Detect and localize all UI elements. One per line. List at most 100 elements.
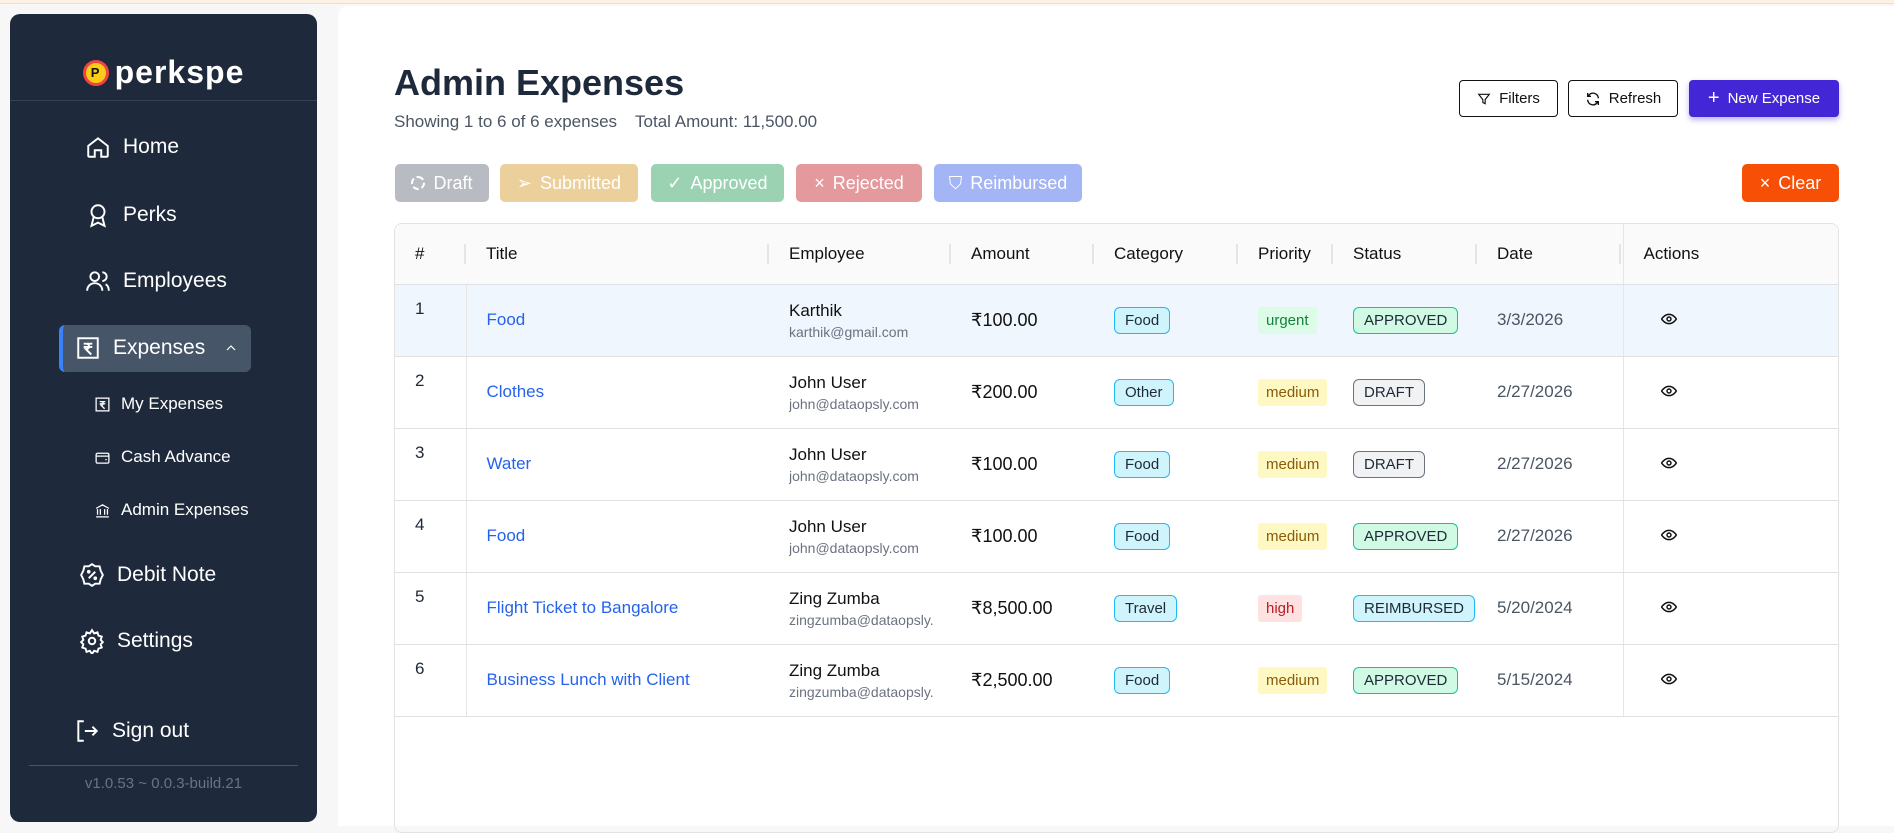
column-resize-handle[interactable]: [1236, 244, 1238, 264]
new-expense-button[interactable]: + New Expense: [1689, 80, 1839, 117]
expense-title-link[interactable]: Clothes: [486, 382, 545, 401]
total-amount: Total Amount: 11,500.00: [635, 112, 818, 131]
sidebar-subitem-admin-expenses[interactable]: Admin Expenses: [94, 500, 249, 520]
top-border: [0, 0, 1894, 4]
amount: ₹200.00: [971, 381, 1038, 402]
row-number-text: 6: [415, 658, 425, 678]
eye-icon[interactable]: [1660, 601, 1677, 613]
expense-title-link[interactable]: Flight Ticket to Bangalore: [486, 598, 679, 617]
filter-chip-reimbursed[interactable]: ⛉ Reimbursed: [934, 164, 1082, 202]
expense-title-link[interactable]: Water: [486, 454, 532, 473]
amount-cell: ₹8,500.00: [951, 572, 1094, 645]
column-resize-handle[interactable]: [1092, 244, 1094, 264]
eye-icon[interactable]: [1660, 673, 1677, 685]
date-cell: 2/27/2026: [1477, 356, 1623, 429]
priority-cell: urgent: [1238, 284, 1333, 357]
expense-title-link[interactable]: Food: [486, 526, 526, 545]
employee-name: John User: [789, 516, 867, 536]
refresh-icon: [1586, 92, 1599, 105]
expense-title-link[interactable]: Food: [486, 310, 526, 329]
eye-icon[interactable]: [1660, 313, 1677, 325]
shield-icon: ⛉: [948, 172, 963, 193]
column-header-employee[interactable]: Employee: [769, 224, 951, 285]
filter-icon: [1477, 93, 1491, 105]
employee-email: karthik@gmail.com: [789, 323, 909, 340]
sign-out-button[interactable]: Sign out: [74, 718, 189, 744]
check-circle-icon: ✓: [667, 172, 683, 193]
column-resize-handle[interactable]: [1475, 244, 1477, 264]
eye-icon[interactable]: [1660, 385, 1677, 397]
column-header-number[interactable]: #: [395, 224, 466, 285]
employee-cell: Zing Zumba zingzumba@dataopsly.: [769, 572, 951, 645]
date-cell: 5/20/2024: [1477, 572, 1623, 645]
eye-icon[interactable]: [1660, 457, 1677, 469]
column-resize-handle[interactable]: [1618, 244, 1621, 264]
priority-cell: medium: [1238, 356, 1333, 429]
employee-cell: John User john@dataopsly.com: [769, 428, 951, 501]
table-row[interactable]: 5 Flight Ticket to Bangalore Zing Zumba zin…: [395, 572, 1838, 645]
title-cell: Clothes: [466, 356, 769, 429]
column-header-label: Priority: [1258, 243, 1311, 263]
employee-name: John User: [789, 372, 867, 392]
filter-chip-approved[interactable]: ✓ Approved: [651, 164, 784, 202]
row-number: 4: [395, 500, 467, 573]
sidebar-item-home[interactable]: Home: [85, 134, 179, 160]
table-row[interactable]: 1 Food Karthik karthik@gmail.com ₹100.00 Food…: [395, 284, 1838, 357]
sidebar-item-expenses[interactable]: Expenses: [75, 335, 239, 361]
expense-date: 2/27/2026: [1497, 526, 1573, 545]
employee-email: john@dataopsly.com: [789, 395, 919, 412]
column-resize-handle[interactable]: [464, 244, 466, 264]
category-badge: Travel: [1114, 594, 1178, 622]
row-number-text: 5: [415, 586, 425, 606]
column-header-priority[interactable]: Priority: [1238, 224, 1333, 285]
refresh-button[interactable]: Refresh: [1568, 80, 1678, 117]
filter-chip-submitted[interactable]: ➢ Submitted: [500, 164, 638, 202]
row-number: 5: [395, 572, 467, 645]
employee-name: Zing Zumba: [789, 588, 880, 608]
table-row[interactable]: 4 Food John User john@dataopsly.com ₹100.00 F…: [395, 500, 1838, 573]
eye-icon[interactable]: [1660, 529, 1677, 541]
column-header-actions[interactable]: Actions: [1622, 224, 1838, 285]
sidebar-subitem-cash-advance[interactable]: Cash Advance: [94, 447, 231, 467]
column-header-date[interactable]: Date: [1477, 224, 1623, 285]
actions-cell: [1622, 428, 1838, 501]
sidebar-item-label: Employees: [123, 269, 227, 292]
sidebar-subitem-my-expenses[interactable]: My Expenses: [94, 394, 223, 414]
column-header-status[interactable]: Status: [1333, 224, 1477, 285]
amount: ₹100.00: [971, 525, 1038, 546]
table-row[interactable]: 6 Business Lunch with Client Zing Zumba zin…: [395, 644, 1838, 717]
expense-title-link[interactable]: Business Lunch with Client: [486, 670, 690, 689]
column-header-amount[interactable]: Amount: [951, 224, 1094, 285]
plus-icon: +: [1707, 87, 1720, 109]
sidebar-item-employees[interactable]: Employees: [85, 268, 227, 294]
table-row[interactable]: 2 Clothes John User john@dataopsly.com ₹200.…: [395, 356, 1838, 429]
title-cell: Business Lunch with Client: [466, 644, 769, 717]
receipt-rupee-icon: [77, 337, 99, 359]
filter-chip-draft[interactable]: Draft: [395, 164, 489, 202]
column-resize-handle[interactable]: [1331, 244, 1333, 264]
category-cell: Food: [1094, 500, 1238, 573]
sidebar-item-debit-note[interactable]: Debit Note: [79, 562, 216, 588]
title-cell: Flight Ticket to Bangalore: [466, 572, 769, 645]
column-resize-handle[interactable]: [949, 244, 951, 264]
column-resize-handle[interactable]: [767, 244, 769, 264]
status-badge: APPROVED: [1353, 666, 1459, 694]
bank-icon: [95, 503, 110, 518]
filter-chip-rejected[interactable]: × Rejected: [796, 164, 922, 202]
status-badge: APPROVED: [1353, 306, 1459, 334]
users-icon: [86, 271, 110, 291]
column-header-category[interactable]: Category: [1094, 224, 1238, 285]
category-badge: Food: [1114, 306, 1171, 334]
sidebar-item-perks[interactable]: Perks: [85, 202, 177, 228]
sidebar-item-expenses-active-bg: [59, 325, 251, 372]
column-header-title[interactable]: Title: [466, 224, 769, 285]
clear-button[interactable]: × Clear: [1742, 164, 1839, 202]
table-row[interactable]: 3 Water John User john@dataopsly.com ₹100.00…: [395, 428, 1838, 501]
filters-button[interactable]: Filters: [1459, 80, 1558, 117]
gear-icon: [79, 628, 105, 654]
status-cell: REIMBURSED: [1333, 572, 1477, 645]
row-number-text: 1: [415, 298, 425, 318]
employee-email: john@dataopsly.com: [789, 467, 919, 484]
sidebar-item-settings[interactable]: Settings: [79, 628, 193, 654]
